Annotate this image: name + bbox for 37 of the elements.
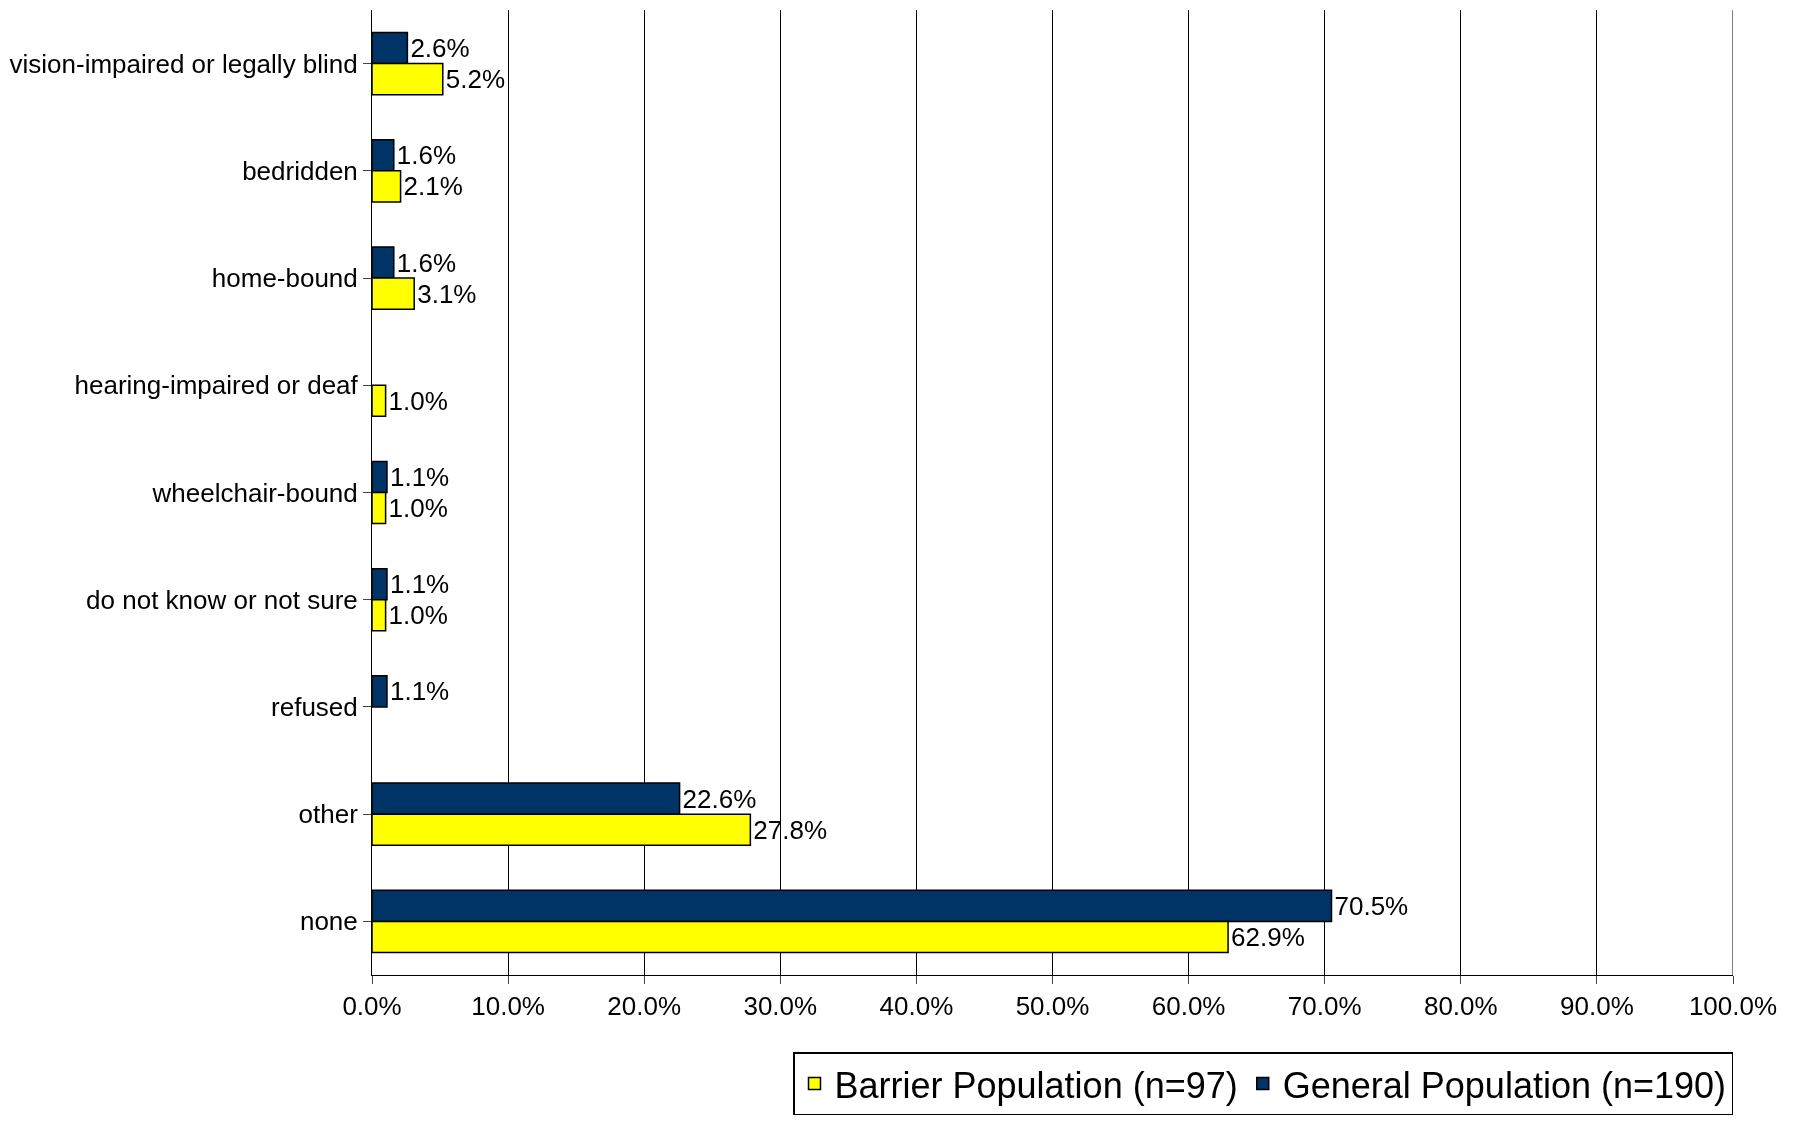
data-label: 70.5%	[1334, 890, 1409, 921]
data-label: 1.6%	[396, 247, 457, 278]
data-label: 22.6%	[682, 783, 757, 814]
y-tick-label: wheelchair-bound	[151, 477, 358, 508]
x-tick-label: 80.0%	[1423, 991, 1498, 1022]
x-tick-label: 20.0%	[607, 991, 682, 1022]
x-tick-label: 40.0%	[879, 991, 954, 1022]
y-tick-label: do not know or not sure	[86, 584, 358, 615]
y-tick-label: bedridden	[242, 155, 358, 186]
x-tick-label: 0.0%	[342, 991, 402, 1022]
data-label: 62.9%	[1231, 921, 1305, 952]
data-label: 1.0%	[388, 493, 448, 524]
x-tick-label: 30.0%	[743, 991, 818, 1022]
x-tick-label: 70.0%	[1287, 991, 1362, 1022]
x-tick-label: 90.0%	[1560, 991, 1634, 1022]
y-tick-label: refused	[271, 692, 358, 723]
x-tick-label: 100.0%	[1688, 991, 1778, 1022]
x-tick-label: 50.0%	[1015, 991, 1090, 1022]
data-label: 2.6%	[410, 33, 470, 64]
x-tick-label: 60.0%	[1151, 991, 1226, 1022]
x-tick-label: 10.0%	[471, 991, 545, 1022]
y-tick-label: hearing-impaired or deaf	[74, 370, 359, 401]
data-label: 3.1%	[417, 278, 477, 309]
data-label: 1.1%	[389, 461, 450, 492]
y-tick-label: other	[298, 799, 359, 830]
data-label: 1.0%	[388, 385, 448, 416]
data-label: 5.2%	[445, 64, 506, 95]
legend-label: Barrier Population (n=97)	[834, 1064, 1238, 1106]
y-tick-label: none	[299, 906, 358, 937]
data-label: 1.1%	[389, 676, 450, 707]
data-label: 1.0%	[388, 600, 448, 631]
legend-label: General Population (n=190)	[1282, 1064, 1727, 1106]
y-tick-label: vision-impaired or legally blind	[9, 48, 358, 79]
data-label: 1.1%	[389, 569, 450, 600]
y-tick-label: home-bound	[211, 263, 358, 294]
data-label: 2.1%	[403, 171, 463, 202]
data-label: 1.6%	[396, 140, 457, 171]
